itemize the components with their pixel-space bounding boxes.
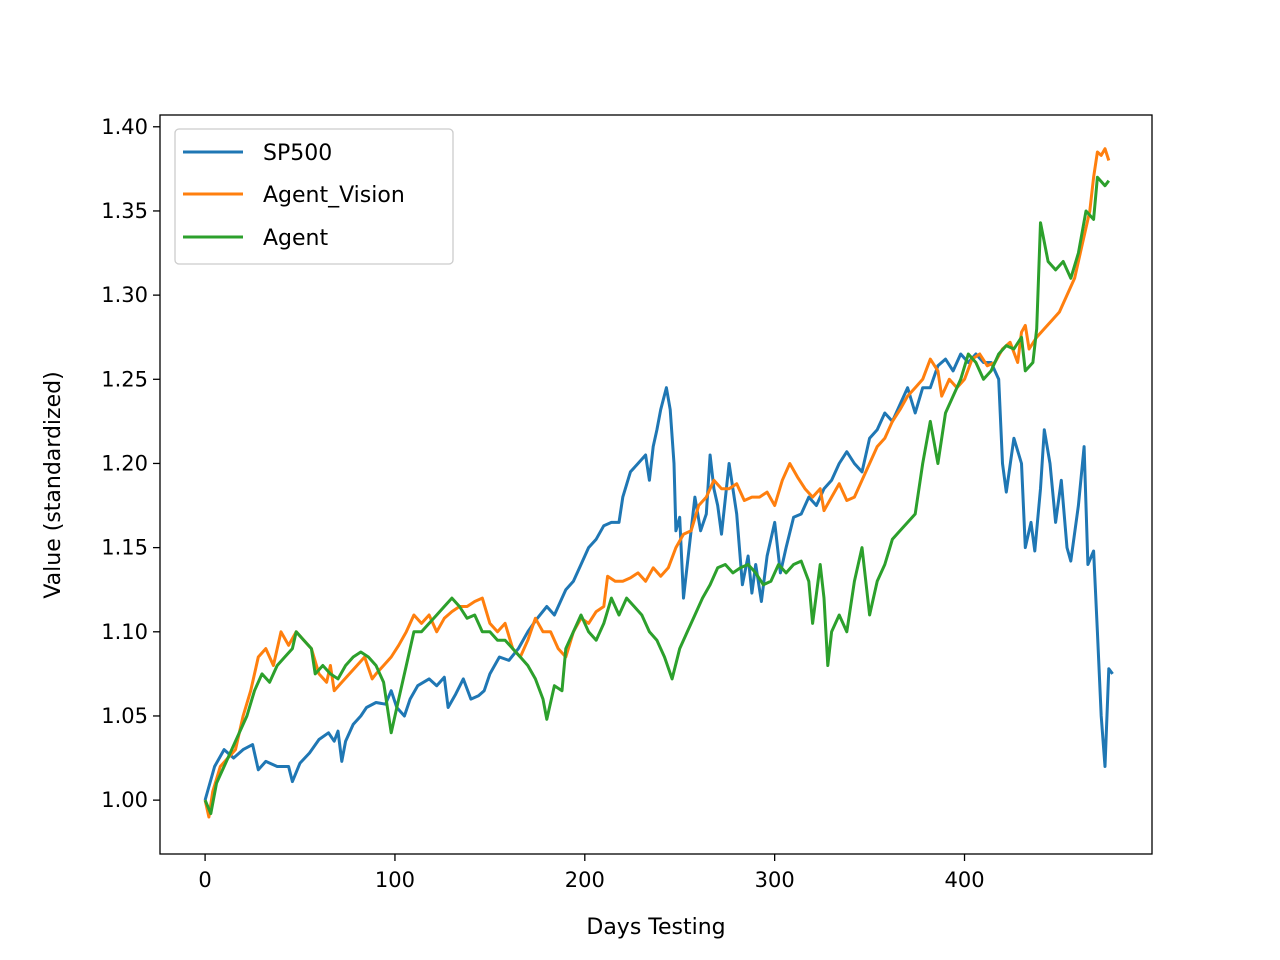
- series-layer: [203, 147, 1114, 819]
- y-tick-label: 1.10: [101, 620, 148, 644]
- x-tick-label: 0: [198, 868, 211, 892]
- x-axis-label: Days Testing: [586, 915, 725, 940]
- legend-label-sp500: SP500: [263, 141, 332, 166]
- y-tick-label: 1.30: [101, 283, 148, 307]
- y-tick-label: 1.15: [101, 536, 148, 560]
- x-axis: 0 100 200 300 400: [198, 854, 985, 892]
- y-tick-label: 1.35: [101, 199, 148, 223]
- series-line-agent: [203, 175, 1110, 816]
- y-axis: 1.00 1.05 1.10 1.15 1.20 1.25 1.30 1.35 1.40: [101, 115, 160, 812]
- y-tick-label: 1.00: [101, 788, 148, 812]
- plot-frame: [159, 114, 1153, 855]
- legend-label-agent: Agent: [263, 226, 328, 251]
- series-line-agent-vision: [203, 147, 1111, 819]
- x-tick-label: 100: [375, 868, 415, 892]
- y-tick-label: 1.40: [101, 115, 148, 139]
- y-tick-label: 1.05: [101, 704, 148, 728]
- x-tick-label: 300: [755, 868, 795, 892]
- y-tick-label: 1.20: [101, 451, 148, 475]
- y-axis-label: Value (standardized): [41, 371, 66, 598]
- series-line-sp500: [203, 352, 1114, 801]
- x-tick-label: 200: [565, 868, 605, 892]
- y-tick-label: 1.25: [101, 367, 148, 391]
- legend-box: [174, 128, 454, 265]
- legend: SP500 Agent_Vision Agent: [174, 128, 454, 265]
- x-tick-label: 400: [944, 868, 984, 892]
- legend-label-agent-vision: Agent_Vision: [263, 183, 405, 208]
